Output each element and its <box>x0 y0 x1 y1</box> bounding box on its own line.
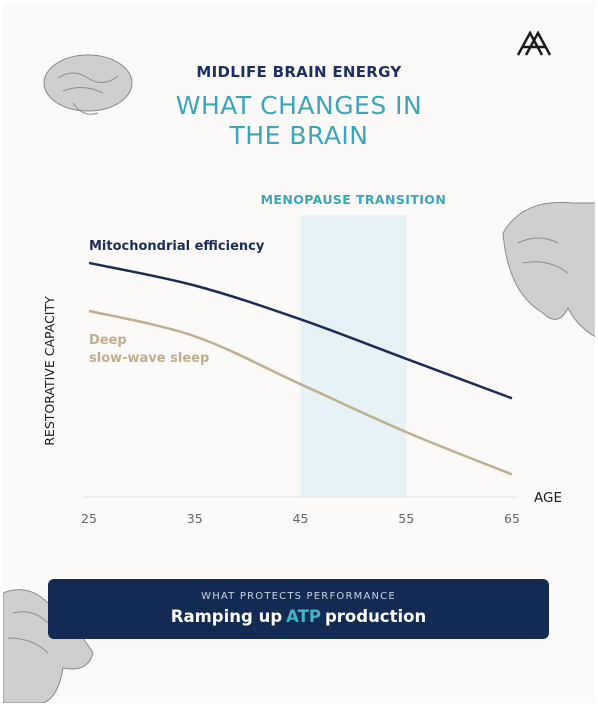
logo <box>516 30 552 56</box>
series-label: Deep slow-wave sleep <box>89 333 210 366</box>
callout-part: Ramping up <box>170 607 283 626</box>
x-tick-label: 65 <box>504 511 520 526</box>
brain-illustration <box>3 54 595 703</box>
x-tick-label: 35 <box>187 511 203 526</box>
callout-text: Ramping up ATP production <box>48 607 549 626</box>
menopause-band <box>300 215 407 497</box>
callout: WHAT PROTECTS PERFORMANCE Ramping up ATP p… <box>48 579 549 639</box>
callout-part: production <box>324 607 427 626</box>
callout-label: WHAT PROTECTS PERFORMANCE <box>201 591 396 602</box>
chart: MENOPAUSE TRANSITION AGE RESTORATIVE CAPAC… <box>42 192 562 526</box>
title: WHAT CHANGES IN THE BRAIN <box>175 91 423 150</box>
x-tick-label: 45 <box>293 511 309 526</box>
kicker: MIDLIFE BRAIN ENERGY <box>196 63 402 81</box>
series-line <box>88 261 513 400</box>
x-axis-label: AGE <box>534 490 562 506</box>
series-line <box>88 309 513 476</box>
decorations <box>3 30 595 703</box>
callout-highlight: ATP <box>286 607 321 626</box>
infographic: MIDLIFE BRAIN ENERGY WHAT CHANGES IN THE… <box>3 3 595 703</box>
x-tick-label: 55 <box>398 511 414 526</box>
series-label: Mitochondrial efficiency <box>89 239 265 254</box>
y-axis-label: RESTORATIVE CAPACITY <box>42 296 57 446</box>
band-label: MENOPAUSE TRANSITION <box>261 192 447 207</box>
x-tick-label: 25 <box>81 511 97 526</box>
